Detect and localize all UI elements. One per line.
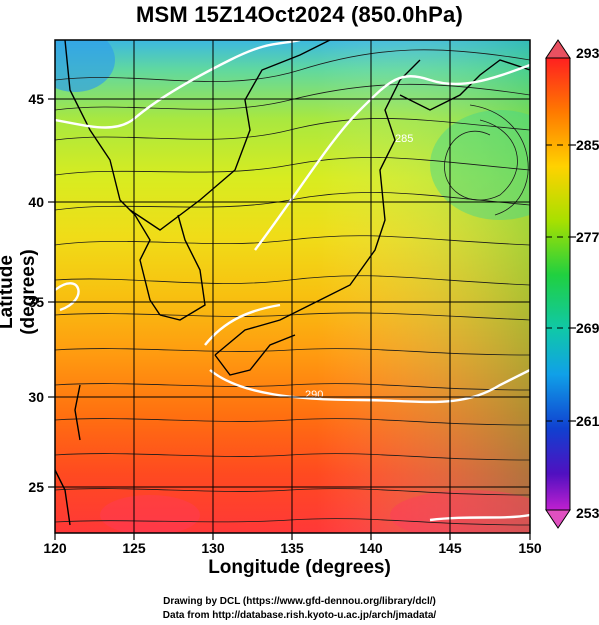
colorbar-tick-label: 253: [576, 505, 599, 521]
x-tick-label: 135: [280, 540, 304, 556]
wind-streamlines: [55, 49, 530, 526]
map-title: MSM 15Z14Oct2024 (850.0hPa): [136, 2, 463, 27]
x-tick-label: 130: [201, 540, 225, 556]
colorbar-scale: [545, 57, 571, 511]
x-tick-label: 125: [122, 540, 146, 556]
colorbar-tick-label: 269: [576, 320, 599, 336]
x-tick-label: 140: [359, 540, 383, 556]
y-tick-label: 40: [28, 194, 44, 210]
x-tick-label: 120: [43, 540, 67, 556]
isotherm-contours: [55, 40, 530, 522]
y-tick-label: 35: [28, 294, 44, 310]
y-axis-title: Latitude (degrees): [0, 249, 39, 335]
y-tick-label: 25: [28, 479, 44, 495]
coastlines: [55, 40, 530, 526]
colorbar-bottom-arrow: [545, 509, 571, 529]
axis-tick-marks: [48, 98, 531, 540]
colorbar-tick-label: 277: [576, 229, 599, 245]
colorbar: [545, 39, 576, 529]
y-tick-label: 30: [28, 389, 44, 405]
contour-label-285: 285: [395, 133, 413, 145]
y-tick-label: 45: [28, 91, 44, 107]
credit-drawing: Drawing by DCL (https://www.gfd-dennou.o…: [163, 596, 436, 607]
x-tick-label: 145: [438, 540, 462, 556]
temperature-field: [55, 40, 530, 533]
colorbar-tick-label: 261: [576, 413, 599, 429]
credit-data-source: Data from http://database.rish.kyoto-u.a…: [162, 610, 437, 621]
contour-label-290: 290: [305, 389, 323, 401]
x-tick-label: 150: [518, 540, 542, 556]
x-axis-title: Longitude (degrees): [208, 557, 391, 578]
graticule: [55, 40, 530, 533]
colorbar-tick-label: 285: [576, 137, 599, 153]
colorbar-tick-label: 293: [576, 45, 599, 61]
colorbar-top-arrow: [545, 39, 571, 59]
